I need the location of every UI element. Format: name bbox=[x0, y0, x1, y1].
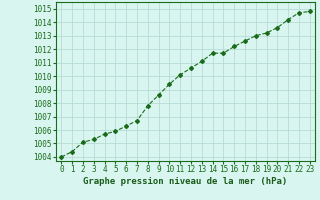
X-axis label: Graphe pression niveau de la mer (hPa): Graphe pression niveau de la mer (hPa) bbox=[84, 177, 288, 186]
